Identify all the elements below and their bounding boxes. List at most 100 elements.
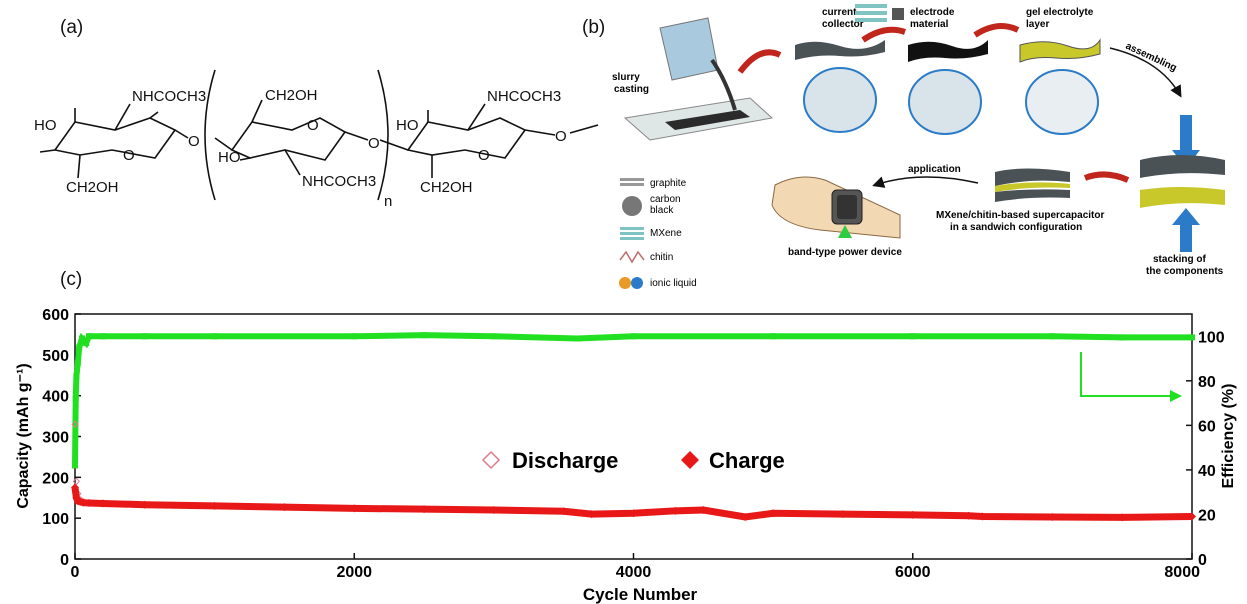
right-tick-label-5: 100 — [1198, 329, 1225, 346]
right-tick-label-4: 80 — [1198, 374, 1216, 391]
efficiency-point-5 — [78, 335, 85, 342]
left-ring-o: O — [123, 147, 135, 164]
slurry-label-1: slurry — [612, 72, 640, 83]
mid-ho: HO — [218, 149, 241, 166]
stacking-illustration — [1140, 115, 1225, 252]
arrow-3-icon — [973, 23, 1020, 38]
charge-point-13 — [559, 507, 568, 516]
efficiency-point-20 — [1189, 334, 1195, 341]
efficiency-point-2 — [73, 373, 80, 380]
charge-series — [71, 483, 1196, 522]
efficiency-point-19 — [1119, 334, 1126, 341]
efficiency-point-10 — [211, 333, 218, 340]
slurry-casting-illustration — [623, 17, 774, 141]
charge-point-22 — [964, 511, 973, 520]
charge-point-21 — [908, 510, 917, 519]
efficiency-line — [72, 332, 1192, 466]
efficiency-axis-arrow-icon — [1080, 352, 1182, 402]
x-axis-label: Cycle Number — [583, 585, 698, 604]
link-o-2: O — [368, 135, 380, 152]
chart-legend: Discharge Charge — [481, 448, 785, 473]
legend-charge: Charge — [709, 448, 785, 473]
cycling-chart: 0 100 200 300 400 500 600 0 20 40 60 80 100 0 2000 40… — [15, 307, 1237, 604]
charge-point-0 — [71, 483, 79, 492]
discharge-point-0 — [71, 420, 79, 428]
mid-nhcoch3: NHCOCH3 — [302, 173, 376, 190]
right-ring — [406, 117, 527, 159]
charge-point-6 — [98, 499, 107, 508]
legend-label-3: chitin — [650, 252, 673, 263]
middle-ring — [230, 117, 347, 161]
arrow-4-icon — [1083, 171, 1130, 183]
charge-point-19 — [769, 509, 778, 518]
charge-point-5 — [84, 499, 93, 508]
efficiency-point-9 — [141, 333, 148, 340]
legend-label-1: carbon — [650, 194, 681, 205]
efficiency-point-8 — [99, 333, 106, 340]
electrode-sheet — [908, 40, 988, 62]
efficiency-point-14 — [574, 335, 581, 342]
application-arrow-icon — [872, 176, 979, 188]
arrow-2-icon — [861, 26, 906, 43]
plot-frame — [74, 313, 1193, 560]
charge-point-17 — [699, 506, 708, 514]
band-label: band-type power device — [788, 247, 902, 258]
efficiency-point-15 — [630, 333, 637, 340]
efficiency-point-0 — [72, 462, 78, 469]
mxene-icon — [620, 227, 644, 240]
charge-point-14 — [587, 510, 596, 519]
mid-ring-o: O — [307, 117, 319, 134]
charge-point-26 — [1188, 512, 1196, 521]
charge-point-24 — [1048, 512, 1057, 521]
charge-point-4 — [79, 498, 88, 507]
electrode-sheet-icon — [855, 4, 904, 22]
link-o-1: O — [188, 133, 200, 150]
chitin-icon — [619, 250, 645, 264]
left-tick-label-5: 500 — [42, 348, 69, 365]
right-tick-label-0: 0 — [1198, 552, 1207, 569]
efficiency-point-6 — [83, 339, 90, 346]
left-tick-label-1: 100 — [42, 511, 69, 528]
gel-label-2: layer — [1026, 19, 1049, 30]
electrode-label-1: electrode — [910, 7, 955, 18]
collector-label-1: current — [822, 7, 857, 18]
device-caption-2: in a sandwich configuration — [950, 222, 1082, 233]
gel-zoom-circle — [1025, 69, 1099, 135]
left-ch2oh: CH2OH — [66, 179, 119, 196]
efficiency-point-11 — [351, 333, 358, 340]
left-tick-label-6: 600 — [42, 307, 69, 324]
x-tick-label-1: 2000 — [336, 564, 372, 581]
efficiency-point-3 — [74, 360, 81, 366]
assembling-arrow-icon — [1109, 47, 1182, 98]
graphite-icon — [620, 178, 644, 186]
right-tick-label-1: 20 — [1198, 507, 1216, 524]
ionic-liquid-icon — [619, 277, 643, 289]
legend-charge-marker — [681, 451, 699, 469]
supercapacitor-device — [995, 168, 1070, 202]
efficiency-point-18 — [1049, 333, 1056, 340]
right-axis-label: Efficiency (%) — [1220, 384, 1237, 489]
fabrication-schematic: slurry casting current collector electro… — [612, 4, 1225, 289]
repeat-n: n — [384, 193, 392, 210]
bracket-left — [204, 69, 216, 201]
assembling-label: assembling — [1124, 41, 1179, 74]
bracket-right — [377, 69, 389, 201]
current-collector-sheet — [795, 40, 885, 60]
efficiency-series — [72, 332, 1195, 469]
charge-point-7 — [140, 500, 149, 509]
gel-label-1: gel electrolyte — [1026, 7, 1094, 18]
efficiency-point-13 — [490, 333, 497, 340]
wrist-watch-illustration — [771, 176, 901, 239]
x-tick-label-0: 0 — [71, 564, 80, 581]
legend-discharge-marker — [481, 450, 501, 470]
schematic-legend: graphite carbon black MXene chitin ionic… — [619, 178, 697, 289]
legend-label-4: ionic liquid — [650, 278, 697, 289]
charge-point-16 — [671, 506, 680, 515]
left-tick-label-4: 400 — [42, 389, 69, 406]
efficiency-point-17 — [909, 333, 916, 340]
charge-point-20 — [838, 510, 847, 519]
gel-layer-sheet — [1019, 38, 1101, 63]
electrode-zoom-circle — [908, 69, 982, 135]
panel-label-b: (b) — [582, 17, 606, 38]
left-nhcoch3: NHCOCH3 — [132, 88, 206, 105]
